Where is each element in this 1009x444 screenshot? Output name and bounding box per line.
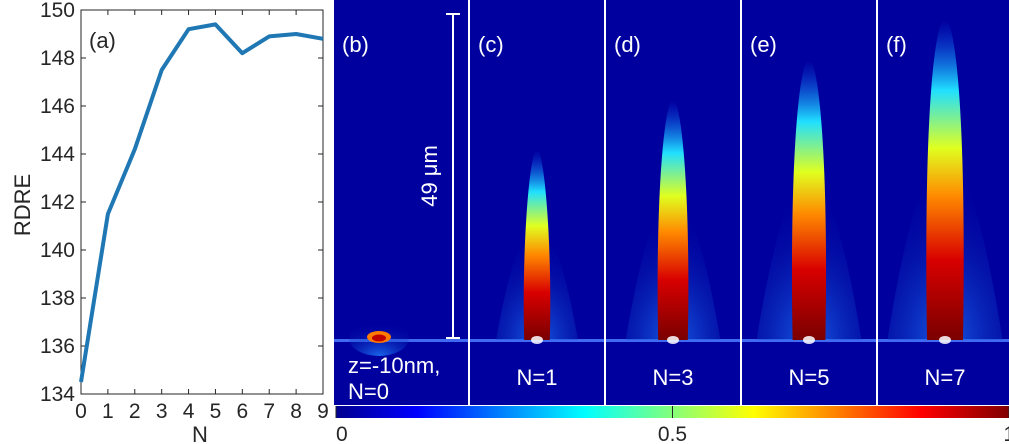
colorbar-tick-label: 1 (1003, 423, 1009, 444)
x-tick-label: 5 (210, 400, 222, 423)
y-tick-label: 144 (40, 143, 75, 166)
panel-label: (d) (614, 32, 641, 57)
panel-caption: N=3 (653, 365, 694, 390)
plot-frame (80, 9, 324, 395)
panel-caption: N=1 (517, 365, 558, 390)
panel-label: (e) (750, 32, 777, 57)
field-map-panel: (c) N=1 (470, 0, 604, 405)
aperture-hotspot (803, 336, 815, 344)
rdre-series-line (79, 22, 324, 383)
y-tick-label: 148 (40, 47, 75, 70)
x-tick-label: 6 (236, 400, 248, 423)
panel-label: (b) (342, 32, 369, 57)
x-axis-label: N (192, 422, 208, 444)
field-map-panels: (b) z=-10nm,N=0 (c) N=1 (d) N=3 (e) N=5 (f) N=7 49… (334, 0, 1009, 405)
beam-core (523, 150, 551, 340)
panel-caption: N=5 (789, 365, 830, 390)
beam-core (926, 20, 964, 340)
colorbar-tick-label: 0 (336, 423, 348, 444)
near-field-core (372, 334, 386, 342)
aperture-hotspot (939, 336, 951, 344)
y-tick-label: 150 (40, 0, 75, 22)
x-tick-label: 1 (102, 400, 114, 423)
x-tick-label: 3 (156, 400, 168, 423)
x-tick-label: 2 (129, 400, 141, 423)
panel-label: (c) (478, 32, 504, 57)
y-tick-label: 136 (40, 335, 75, 358)
scale-bar-label: 49 μm (417, 145, 442, 207)
y-tick-label: 140 (40, 239, 75, 262)
x-tick-label: 8 (290, 400, 302, 423)
y-axis-ticks: 134 136 138 140 142 144 146 148 150 (40, 0, 323, 406)
x-tick-label: 0 (75, 400, 87, 423)
colorbar: 00.51 (335, 406, 1009, 444)
x-tick-label: 9 (317, 400, 329, 423)
colorbar-ticks: 00.51 (335, 406, 1009, 444)
scale-bar: 49 μm (417, 13, 460, 339)
aperture-hotspot (667, 336, 679, 344)
panel-label: (f) (886, 32, 907, 57)
beam-core (657, 100, 689, 340)
field-map-panel: (b) z=-10nm,N=0 (334, 0, 468, 405)
panel-caption: z=-10nm, (348, 353, 440, 378)
panel-caption: N=0 (348, 379, 389, 404)
y-axis-label: RDRE (10, 174, 35, 236)
x-tick-label: 7 (263, 400, 275, 423)
field-map-panel: (f) N=7 (878, 0, 1009, 405)
y-tick-label: 134 (40, 383, 75, 406)
beam-core (791, 60, 827, 340)
y-tick-label: 142 (40, 191, 75, 214)
y-tick-label: 146 (40, 95, 75, 118)
panel-label-a: (a) (89, 28, 116, 53)
y-tick-label: 138 (40, 287, 75, 310)
field-map-panel: (d) N=3 (606, 0, 740, 405)
x-tick-label: 4 (183, 400, 195, 423)
panel-caption: N=7 (925, 365, 966, 390)
series-points (80, 24, 324, 383)
field-map-panel: (e) N=5 (742, 0, 876, 405)
aperture-hotspot (531, 336, 543, 344)
colorbar-tick-label: 0.5 (658, 423, 687, 444)
